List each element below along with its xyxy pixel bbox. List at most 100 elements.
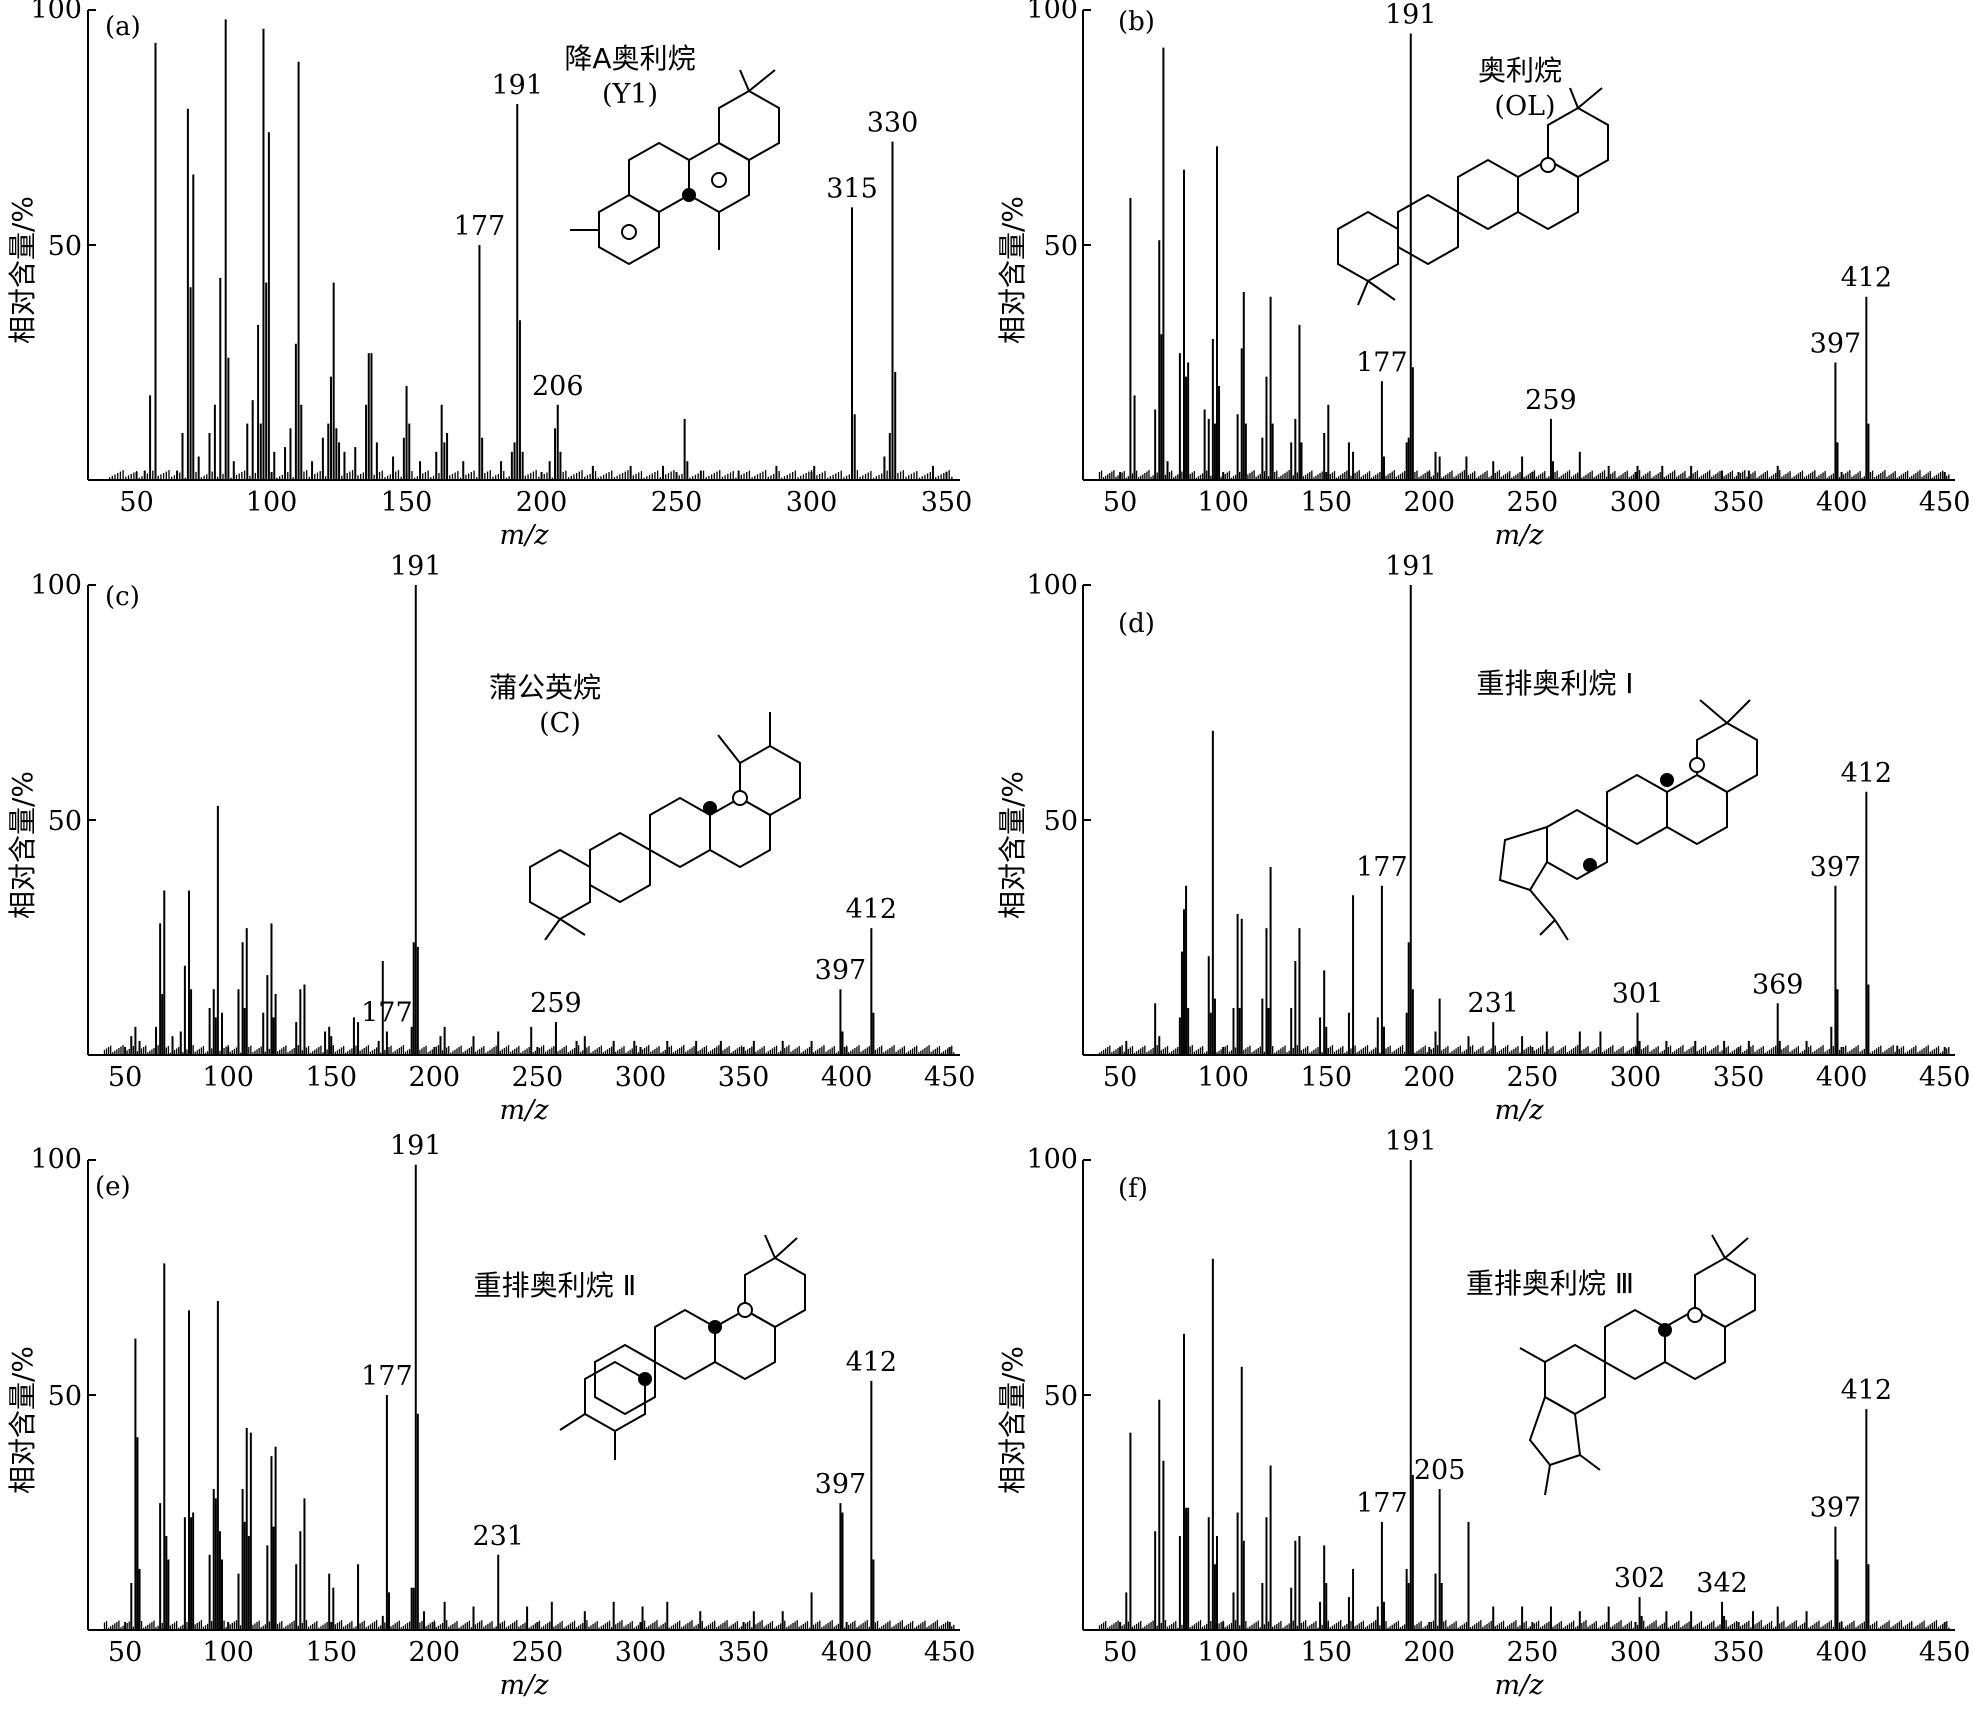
peak-label: 191	[1385, 551, 1437, 582]
peak-label: 397	[1810, 852, 1862, 883]
peak-label: 177	[361, 1361, 413, 1392]
y-axis-title: 相对含量/%	[6, 1346, 39, 1494]
x-tick-label: 150	[381, 487, 433, 518]
x-tick-label: 250	[512, 1637, 564, 1668]
y-tick-50: 50	[48, 806, 82, 837]
y-tick-50: 50	[48, 1381, 82, 1412]
structure-drawing-c	[529, 712, 801, 941]
peak-label: 302	[1614, 1563, 1666, 1594]
peak-label: 397	[815, 1469, 867, 1500]
x-tick-label: 400	[1816, 1062, 1868, 1093]
peak-label: 412	[1841, 758, 1893, 789]
panel-label-d: (d)	[1118, 609, 1155, 639]
x-tick-label: 450	[1919, 1062, 1971, 1093]
y-axis-title: 相对含量/%	[996, 1346, 1029, 1494]
panel-label-a: (a)	[105, 12, 141, 42]
x-tick-label: 50	[1103, 487, 1137, 518]
peak-label: 191	[1385, 1126, 1437, 1157]
y-tick-100: 100	[1026, 570, 1078, 601]
y-tick-50: 50	[48, 231, 82, 262]
x-tick-label: 450	[1919, 487, 1971, 518]
x-tick-label: 50	[119, 487, 153, 518]
structure-drawing-f	[1519, 1234, 1756, 1496]
peak-label: 412	[1841, 263, 1893, 294]
y-axis-f: 100 50 相对含量/%	[996, 1144, 1078, 1494]
structure-drawing-b	[1337, 87, 1609, 306]
x-axis-title: m/z	[500, 520, 550, 551]
y-axis-title: 相对含量/%	[6, 771, 39, 919]
x-tick-label: 250	[1507, 1062, 1559, 1093]
x-tick-label: 250	[651, 487, 703, 518]
structure-drawing-d	[1498, 699, 1758, 941]
x-axis-title: m/z	[1495, 1095, 1545, 1126]
compound-code-a: (Y1)	[602, 79, 658, 110]
peak-label: 191	[491, 70, 543, 101]
x-tick-label: 350	[718, 1637, 770, 1668]
x-tick-label: 50	[1103, 1637, 1137, 1668]
x-tick-label: 150	[1300, 1062, 1352, 1093]
peak-label: 412	[846, 894, 898, 925]
x-tick-label: 100	[1197, 1062, 1249, 1093]
x-tick-label: 100	[202, 1637, 254, 1668]
x-tick-label: 200	[1404, 1062, 1456, 1093]
x-tick-label: 250	[1507, 1637, 1559, 1668]
x-tick-label: 400	[821, 1062, 873, 1093]
x-tick-label: 150	[305, 1062, 357, 1093]
y-axis-d: 100 50 相对含量/%	[996, 570, 1078, 919]
y-tick-100: 100	[30, 1144, 82, 1175]
x-tick-label: 100	[1197, 487, 1249, 518]
x-axis-title: m/z	[500, 1095, 550, 1126]
x-tick-label: 400	[1816, 487, 1868, 518]
x-tick-label: 200	[409, 1062, 461, 1093]
panel-label-f: (f)	[1118, 1174, 1148, 1204]
x-tick-label: 100	[246, 487, 298, 518]
x-tick-label: 400	[1816, 1637, 1868, 1668]
y-tick-50: 50	[1044, 806, 1078, 837]
x-tick-label: 100	[1197, 1637, 1249, 1668]
x-tick-label: 100	[202, 1062, 254, 1093]
y-axis-title: 相对含量/%	[6, 196, 39, 344]
x-tick-label: 450	[924, 1062, 976, 1093]
peak-label: 205	[1414, 1455, 1466, 1486]
x-tick-label: 450	[1919, 1637, 1971, 1668]
x-axis-title: m/z	[1495, 520, 1545, 551]
peak-label: 177	[361, 998, 413, 1029]
compound-name-f: 重排奥利烷 Ⅲ	[1466, 1267, 1634, 1300]
peak-label: 342	[1696, 1568, 1748, 1599]
y-tick-50: 50	[1044, 1381, 1078, 1412]
peak-label: 177	[1356, 347, 1408, 378]
peak-label: 397	[1810, 329, 1862, 360]
y-tick-100: 100	[30, 570, 82, 601]
x-axis-title: m/z	[500, 1670, 550, 1701]
panel-label-e: (e)	[95, 1172, 131, 1202]
peak-label: 397	[815, 955, 867, 986]
x-tick-label: 300	[615, 1637, 667, 1668]
y-axis-c: 100 50 相对含量/%	[6, 570, 82, 919]
x-tick-label: 300	[1610, 487, 1662, 518]
y-axis-title: 相对含量/%	[996, 196, 1029, 344]
peak-label: 191	[390, 1131, 442, 1162]
x-tick-label: 150	[1300, 487, 1352, 518]
x-tick-label: 350	[921, 487, 973, 518]
x-axis-title: m/z	[1495, 1670, 1545, 1701]
x-tick-label: 200	[1404, 487, 1456, 518]
y-axis-title: 相对含量/%	[996, 771, 1029, 919]
y-axis-a: 100 50 相对含量/%	[6, 0, 82, 344]
x-tick-label: 350	[1713, 1062, 1765, 1093]
peak-label: 177	[1356, 852, 1408, 883]
x-tick-label: 300	[1610, 1062, 1662, 1093]
peak-label: 412	[1841, 1375, 1893, 1406]
compound-name-a: 降A奥利烷	[564, 42, 695, 75]
peak-label: 191	[390, 551, 442, 582]
y-tick-100: 100	[1026, 0, 1078, 25]
y-axis-b: 100 50 相对含量/%	[996, 0, 1078, 344]
x-tick-label: 350	[1713, 487, 1765, 518]
peak-label: 177	[1356, 1488, 1408, 1519]
peak-label: 397	[1810, 1493, 1862, 1524]
x-tick-label: 450	[924, 1637, 976, 1668]
